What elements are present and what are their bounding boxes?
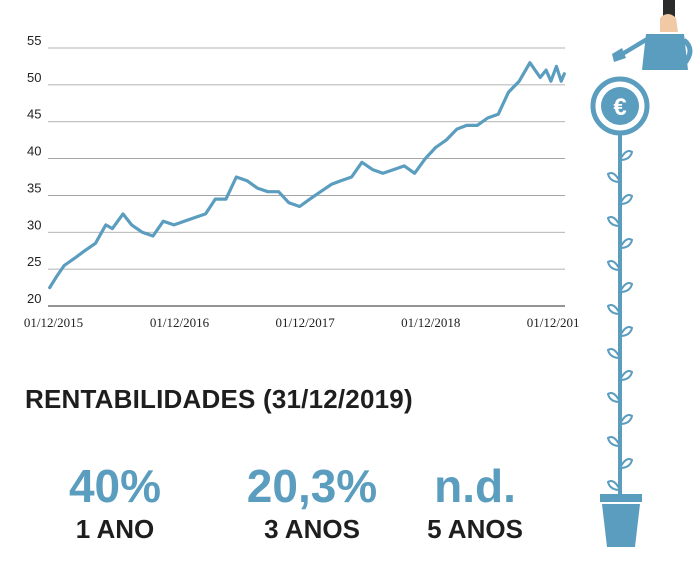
leaf-icon <box>606 172 622 184</box>
y-tick-label: 50 <box>27 70 41 85</box>
series-group <box>48 61 566 290</box>
leaf-icon <box>618 282 634 294</box>
y-tick-label: 35 <box>27 180 41 195</box>
euro-coin-icon: € <box>590 76 650 136</box>
stat-1-year: 40% 1 ANO <box>50 460 180 546</box>
series-line <box>48 61 566 290</box>
leaf-icon <box>618 458 634 470</box>
stat-label: 1 ANO <box>75 514 155 544</box>
svg-text:€: € <box>613 94 626 121</box>
stat-value: n.d. <box>434 460 516 512</box>
stat-value: 40% <box>68 460 162 512</box>
x-tick-label: 01/12/2016 <box>150 315 210 330</box>
plant-icon <box>606 133 634 500</box>
y-tick-label: 55 <box>27 33 41 48</box>
y-tick-label: 25 <box>27 254 41 269</box>
leaf-icon <box>618 370 634 382</box>
x-axis-ticks: 01/12/2015 01/12/2016 01/12/2017 01/12/2018… <box>24 315 580 330</box>
x-tick-label: 01/12/2017 <box>276 315 336 330</box>
leaf-icon <box>606 392 622 404</box>
stat-label: 3 ANOS <box>264 514 360 544</box>
leaf-icon <box>606 348 622 360</box>
leaf-icon <box>606 436 622 448</box>
leaf-icon <box>618 194 634 206</box>
leaf-icon <box>606 480 622 492</box>
stat-3-years: 20,3% 3 ANOS <box>232 460 392 546</box>
leaf-icon <box>618 238 634 250</box>
leaf-icon <box>606 216 622 228</box>
leaf-icon <box>606 304 622 316</box>
leaf-icon <box>606 260 622 272</box>
stat-label: 5 ANOS <box>427 514 523 544</box>
y-tick-label: 45 <box>27 107 41 122</box>
x-tick-label: 01/12/2019 <box>527 315 580 330</box>
leaf-icon <box>618 326 634 338</box>
pot-icon <box>600 494 642 547</box>
y-tick-label: 30 <box>27 217 41 232</box>
x-tick-label: 01/12/2018 <box>401 315 460 330</box>
growth-illustration: € <box>590 0 693 547</box>
returns-title: RENTABILIDADES (31/12/2019) <box>25 384 413 414</box>
stat-value: 20,3% <box>246 460 378 512</box>
y-tick-label: 20 <box>27 291 41 306</box>
x-tick-label: 01/12/2015 <box>24 315 83 330</box>
y-tick-label: 40 <box>27 144 41 159</box>
gridlines <box>48 47 565 307</box>
leaf-icon <box>618 414 634 426</box>
watering-can-icon <box>612 0 693 70</box>
stat-5-years: n.d. 5 ANOS <box>410 460 540 546</box>
leaf-icon <box>618 150 634 162</box>
y-axis-ticks: 20 25 30 35 40 45 50 55 <box>27 33 41 306</box>
